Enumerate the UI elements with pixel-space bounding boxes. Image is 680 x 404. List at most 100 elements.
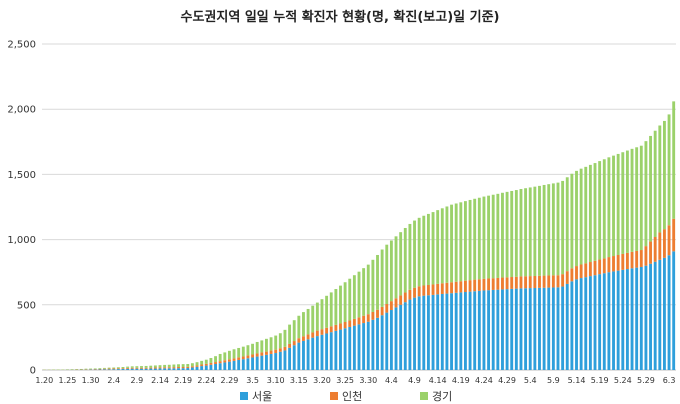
bar-segment-seoul <box>288 347 292 370</box>
bar-segment-seoul <box>204 365 208 370</box>
bar-segment-gyeonggi <box>362 268 366 316</box>
bar-segment-seoul <box>413 297 416 370</box>
x-tick-label: 4.14 <box>429 376 447 385</box>
bar-segment-incheon <box>593 260 597 276</box>
bar-segment-gyeonggi <box>218 353 222 362</box>
x-tick-label: 3.5 <box>246 376 259 385</box>
bar-segment-incheon <box>362 315 366 324</box>
bar-segment-gyeonggi <box>163 364 167 368</box>
bar-segment-seoul <box>514 288 518 370</box>
bar-segment-incheon <box>625 252 629 270</box>
bar-segment-gyeonggi <box>649 135 652 242</box>
bar-segment-incheon <box>519 276 523 289</box>
bar-segment-incheon <box>635 250 639 268</box>
bar-segment-gyeonggi <box>584 166 588 264</box>
bar-segment-seoul <box>653 261 657 370</box>
x-tick-label: 5.9 <box>547 376 560 385</box>
bar-segment-seoul <box>496 289 500 370</box>
bar-segment-seoul <box>607 272 611 370</box>
bar-segment-seoul <box>214 364 217 370</box>
bar-segment-incheon <box>315 330 319 337</box>
bar-segment-gyeonggi <box>214 356 217 363</box>
bar-segment-seoul <box>616 270 620 370</box>
bar-segment-incheon <box>311 332 315 338</box>
y-tick-label: 1,500 <box>7 170 36 181</box>
bar-segment-incheon <box>556 275 560 288</box>
bar-segment-seoul <box>311 337 315 370</box>
bar-segment-seoul <box>579 278 583 370</box>
bar-segment-incheon <box>181 367 185 369</box>
bar-segment-incheon <box>297 338 301 343</box>
bar-segment-incheon <box>454 281 458 293</box>
bar-segment-seoul <box>538 287 541 370</box>
bar-segment-gyeonggi <box>394 236 398 299</box>
bar-segment-seoul <box>186 368 190 370</box>
bar-segment-gyeonggi <box>630 148 634 252</box>
bar-segment-gyeonggi <box>227 350 231 360</box>
bar-segment-gyeonggi <box>153 365 157 368</box>
bar-segment-incheon <box>598 259 602 275</box>
bar-segment-incheon <box>464 280 467 293</box>
legend-label: 인천 <box>342 390 363 403</box>
bar-segment-incheon <box>186 366 190 369</box>
bar-segment-incheon <box>227 359 231 362</box>
bar-segment-incheon <box>334 324 338 331</box>
bar-segment-incheon <box>575 266 578 280</box>
bar-segment-incheon <box>357 317 361 325</box>
bar-segment-seoul <box>565 283 569 370</box>
bar-segment-seoul <box>348 326 352 370</box>
bar-segment-incheon <box>190 366 194 368</box>
bar-segment-seoul <box>107 369 111 370</box>
bar-segment-gyeonggi <box>181 364 185 367</box>
bar-segment-gyeonggi <box>459 202 463 282</box>
bar-segment-seoul <box>612 271 615 370</box>
x-tick-label: 2.4 <box>107 376 120 385</box>
bar-segment-incheon <box>283 346 287 351</box>
bar-segment-gyeonggi <box>588 164 592 263</box>
bar-segment-gyeonggi <box>329 292 333 327</box>
bar-segment-gyeonggi <box>454 203 458 282</box>
bar-segment-seoul <box>241 359 245 370</box>
bar-segment-seoul <box>227 361 231 370</box>
bar-segment-gyeonggi <box>426 213 430 285</box>
bar-segment-incheon <box>339 323 342 330</box>
bar-segment-incheon <box>482 278 486 291</box>
bar-segment-seoul <box>149 368 153 370</box>
bar-segment-gyeonggi <box>343 282 347 323</box>
bar-segment-gyeonggi <box>625 150 629 253</box>
bar-segment-gyeonggi <box>288 324 292 344</box>
bar-segment-seoul <box>422 295 426 370</box>
bar-segment-gyeonggi <box>431 212 435 285</box>
bar-segment-incheon <box>380 306 384 316</box>
bar-segment-incheon <box>218 361 222 364</box>
bar-segment-gyeonggi <box>278 333 282 349</box>
bar-segment-gyeonggi <box>575 170 578 267</box>
y-tick-label: 500 <box>17 300 36 311</box>
bar-segment-seoul <box>570 281 574 370</box>
bar-segment-seoul <box>380 315 384 370</box>
bar-segment-incheon <box>389 301 393 311</box>
bar-segment-seoul <box>588 276 592 370</box>
bar-segment-gyeonggi <box>598 161 602 260</box>
bar-segment-incheon <box>292 341 296 346</box>
bar-segment-gyeonggi <box>79 368 83 370</box>
bar-segment-gyeonggi <box>436 210 440 284</box>
bar-segment-gyeonggi <box>121 367 125 369</box>
bar-segment-gyeonggi <box>658 125 662 233</box>
bar-segment-incheon <box>408 289 412 300</box>
legend-swatch <box>420 392 428 400</box>
bar-segment-incheon <box>329 326 333 333</box>
bar-segment-gyeonggi <box>491 194 495 279</box>
bar-segment-incheon <box>135 367 139 369</box>
bar-segment-gyeonggi <box>265 338 268 352</box>
bar-segment-seoul <box>140 368 143 370</box>
bar-segment-gyeonggi <box>172 364 176 368</box>
bar-segment-incheon <box>565 271 569 284</box>
bar-segment-seoul <box>126 368 130 370</box>
bar-segment-incheon <box>348 320 352 327</box>
bar-segment-gyeonggi <box>593 163 597 261</box>
bar-segment-incheon <box>177 367 180 369</box>
bar-segment-gyeonggi <box>403 227 407 293</box>
x-tick-label: 4.24 <box>475 376 493 385</box>
bar-segment-incheon <box>417 286 421 297</box>
